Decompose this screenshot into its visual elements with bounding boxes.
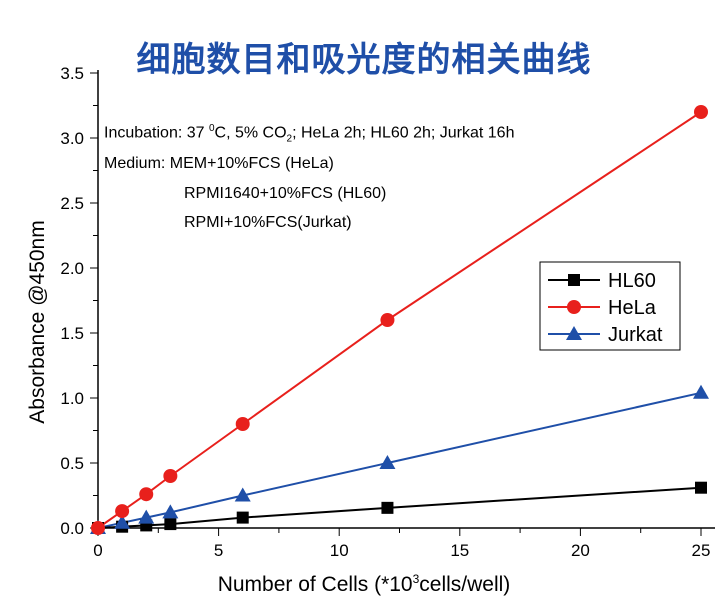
chart-title: 细胞数目和吸光度的相关曲线 [136, 40, 592, 80]
square-marker [236, 511, 249, 524]
annotation-medium: Medium: MEM+10%FCS (HeLa) [104, 155, 334, 172]
annotation-text: Incubation: 37 [104, 124, 209, 142]
y-tick-label: 1.0 [60, 389, 84, 408]
x-tick-label: 25 [692, 541, 711, 560]
triangle-marker [138, 509, 155, 524]
y-tick-label: 2.5 [60, 194, 84, 213]
legend-label: Jurkat [608, 324, 663, 346]
circle-marker [694, 105, 708, 119]
annotation-incubation: Incubation: 37 0C, 5% CO2; HeLa 2h; HL60… [104, 123, 514, 145]
x-tick-label: 10 [330, 541, 349, 560]
triangle-marker [162, 504, 179, 519]
x-tick-label: 20 [571, 541, 590, 560]
x-tick-label: 5 [214, 541, 223, 560]
triangle-marker [234, 487, 251, 502]
circle-marker [91, 521, 105, 535]
square-marker [568, 274, 580, 286]
circle-marker [235, 417, 250, 431]
square-marker [381, 501, 394, 514]
y-tick-label: 1.5 [60, 324, 84, 343]
triangle-marker [566, 326, 582, 340]
y-tick-label: 0.5 [60, 454, 84, 473]
annotation-text: C, 5% CO [214, 124, 287, 142]
triangle-marker [114, 514, 131, 529]
y-tick-label: 2.0 [60, 259, 84, 278]
x-label-text: Number of Cells (*10 [217, 573, 413, 596]
square-marker [695, 481, 707, 494]
annotation-medium-jurkat: RPMI+10%FCS(Jurkat) [184, 214, 352, 231]
circle-marker [380, 313, 395, 327]
annotation-medium-hl60: RPMI1640+10%FCS (HL60) [184, 185, 387, 202]
legend-label: HL60 [608, 270, 656, 292]
x-axis-label: Number of Cells (*103cells/well) [0, 572, 728, 597]
x-tick-label: 0 [93, 541, 102, 560]
circle-marker [139, 487, 154, 502]
circle-marker [115, 504, 130, 519]
x-label-sup: 3 [412, 572, 420, 586]
y-tick-label: 0.0 [60, 519, 84, 538]
circle-marker [567, 300, 581, 314]
triangle-marker [693, 384, 709, 399]
x-tick-label: 15 [450, 541, 469, 560]
legend-label: HeLa [608, 297, 657, 319]
triangle-marker [379, 455, 396, 469]
square-marker [164, 518, 177, 531]
annotation-sup: 0 [208, 123, 215, 134]
y-tick-label: 3.5 [60, 64, 84, 83]
circle-marker [163, 469, 178, 483]
x-label-text: cells/well) [419, 573, 511, 596]
y-tick-label: 3.0 [60, 129, 84, 148]
annotation-sub: 2 [286, 133, 293, 145]
annotation-text: ; HeLa 2h; HL60 2h; Jurkat 16h [292, 124, 515, 142]
